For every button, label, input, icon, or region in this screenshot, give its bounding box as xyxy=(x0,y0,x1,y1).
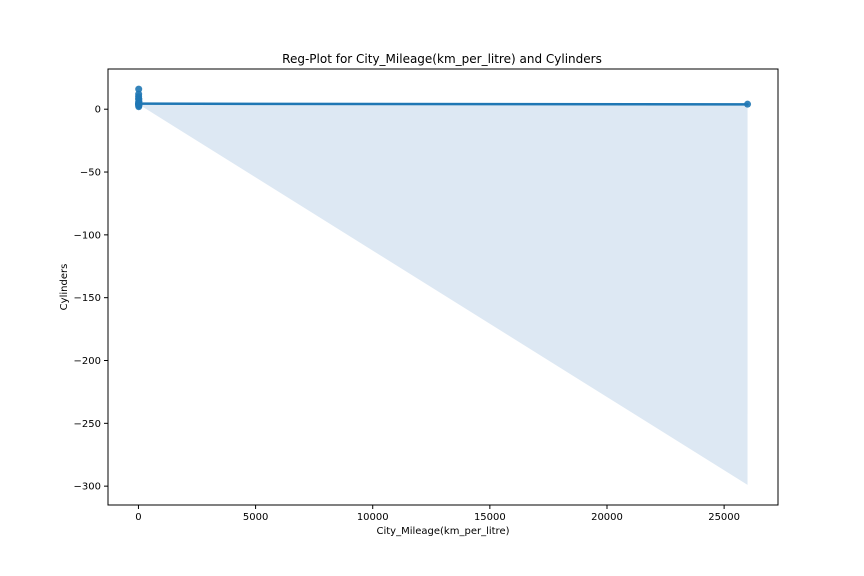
x-tick-label: 20000 xyxy=(591,512,623,523)
x-tick-label: 10000 xyxy=(357,512,389,523)
plot-area xyxy=(135,85,752,485)
plot-frame xyxy=(107,68,779,506)
y-axis-label: Cylinders xyxy=(59,264,70,311)
x-tick-label: 5000 xyxy=(243,512,268,523)
confidence-band xyxy=(138,102,748,485)
data-point xyxy=(135,90,143,98)
x-axis-label: City_Mileage(km_per_litre) xyxy=(376,526,509,537)
y-tick-label: −150 xyxy=(74,293,101,304)
chart-title: Reg-Plot for City_Mileage(km_per_litre) … xyxy=(282,52,602,66)
data-point xyxy=(135,95,143,103)
x-tick-label: 0 xyxy=(135,512,141,523)
y-tick-label: −250 xyxy=(74,419,101,430)
y-tick-label: −50 xyxy=(80,168,101,179)
x-tick-label: 15000 xyxy=(474,512,506,523)
data-point xyxy=(135,85,143,93)
axis-ticks: 0 5000 10000 15000 20000 25000 0 −50 −100 −150 −20… xyxy=(74,105,740,523)
x-tick-label: 25000 xyxy=(708,512,740,523)
y-tick-label: 0 xyxy=(95,105,101,116)
y-tick-label: −300 xyxy=(74,482,101,493)
y-tick-label: −100 xyxy=(74,230,101,241)
y-tick-label: −200 xyxy=(74,356,101,367)
regression-line xyxy=(137,102,749,106)
